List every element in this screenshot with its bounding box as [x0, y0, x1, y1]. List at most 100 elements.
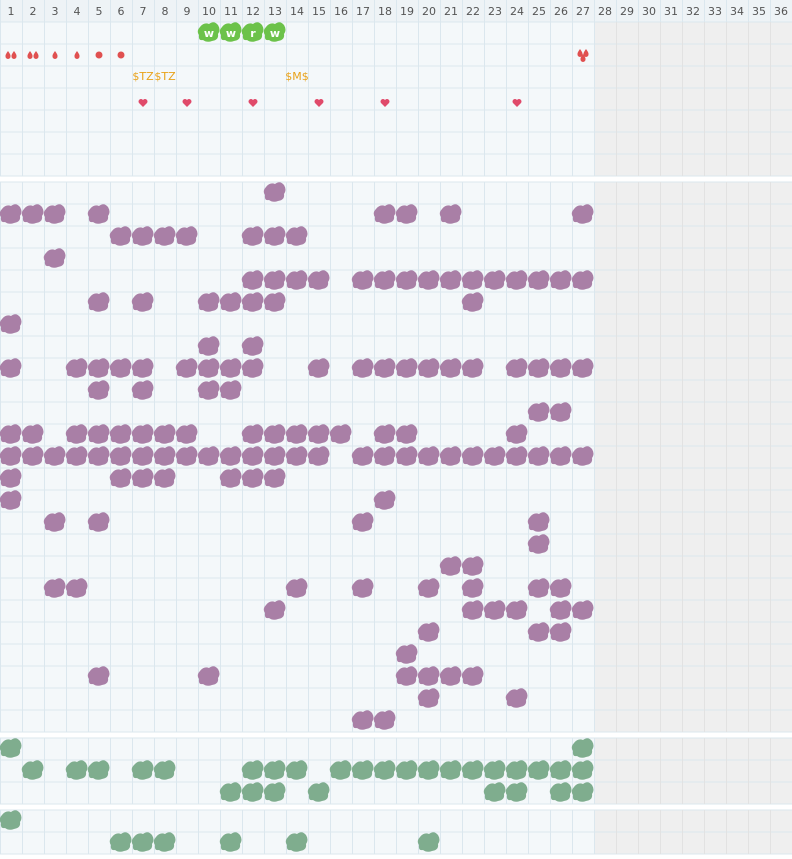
- event-blob: [439, 358, 462, 378]
- event-blob: [175, 424, 198, 444]
- event-blob: [571, 738, 594, 758]
- event-blob: [197, 358, 220, 378]
- drop-icon: [11, 51, 17, 59]
- event-blob: [527, 512, 550, 532]
- event-blob: [0, 468, 22, 488]
- day-number: 6: [118, 5, 125, 18]
- event-blob: [373, 760, 396, 780]
- heart-icon: [248, 99, 258, 107]
- event-blob: [197, 446, 220, 466]
- event-blob: [549, 760, 572, 780]
- event-blob: [549, 600, 572, 620]
- event-blob: [461, 760, 484, 780]
- event-blob: [87, 358, 110, 378]
- heart-icon: [314, 99, 324, 107]
- event-blob: [417, 446, 440, 466]
- tag-label: $M$: [285, 70, 309, 83]
- event-blob: [461, 292, 484, 312]
- event-blob: [65, 424, 88, 444]
- event-blob: [527, 622, 550, 642]
- badge-bg: [263, 22, 286, 42]
- event-blob: [417, 358, 440, 378]
- event-blob: [505, 358, 528, 378]
- event-blob: [461, 556, 484, 576]
- event-blob: [87, 380, 110, 400]
- event-blob: [197, 336, 220, 356]
- event-blob: [351, 760, 374, 780]
- event-blob: [131, 446, 154, 466]
- event-blob: [87, 292, 110, 312]
- day-number: 26: [554, 5, 568, 18]
- event-blob: [219, 468, 242, 488]
- event-blob: [285, 446, 308, 466]
- day-number: 23: [488, 5, 502, 18]
- event-blob: [527, 402, 550, 422]
- event-blob: [373, 204, 396, 224]
- event-blob: [241, 292, 264, 312]
- event-blob: [307, 270, 330, 290]
- tag-label: $TZ: [154, 70, 176, 83]
- event-blob: [395, 270, 418, 290]
- event-blob: [0, 446, 22, 466]
- day-number: 11: [224, 5, 238, 18]
- event-blob: [505, 782, 528, 802]
- event-blob: [0, 358, 22, 378]
- event-blob: [109, 226, 132, 246]
- event-blob: [417, 832, 440, 852]
- event-blob: [263, 270, 286, 290]
- event-blob: [571, 358, 594, 378]
- event-blob: [351, 358, 374, 378]
- day-number: 3: [52, 5, 59, 18]
- day-number: 1: [8, 5, 15, 18]
- event-blob: [505, 424, 528, 444]
- day-number: 2: [30, 5, 37, 18]
- day-number: 25: [532, 5, 546, 18]
- event-blob: [241, 358, 264, 378]
- drop-icon: [27, 51, 33, 59]
- event-blob: [43, 446, 66, 466]
- event-blob: [417, 622, 440, 642]
- event-blob: [307, 782, 330, 802]
- event-blob: [87, 204, 110, 224]
- event-blob: [109, 424, 132, 444]
- event-blob: [21, 204, 44, 224]
- event-blob: [263, 468, 286, 488]
- drop-icon: [583, 49, 589, 58]
- event-blob: [21, 760, 44, 780]
- drop-icon: [74, 51, 80, 59]
- event-blob: [43, 578, 66, 598]
- event-blob: [351, 578, 374, 598]
- event-blob: [153, 424, 176, 444]
- event-blob: [571, 600, 594, 620]
- event-blob: [285, 832, 308, 852]
- event-blob: [131, 424, 154, 444]
- day-number: 18: [378, 5, 392, 18]
- event-blob: [219, 380, 242, 400]
- event-blob: [219, 292, 242, 312]
- event-blob: [373, 270, 396, 290]
- event-blob: [329, 760, 352, 780]
- event-blob: [549, 782, 572, 802]
- event-blob: [417, 666, 440, 686]
- event-blob: [197, 292, 220, 312]
- event-blob: [153, 832, 176, 852]
- event-blob: [153, 760, 176, 780]
- event-blob: [197, 666, 220, 686]
- event-blob: [373, 424, 396, 444]
- event-blob: [175, 446, 198, 466]
- event-blob: [131, 380, 154, 400]
- dot-icon: [117, 51, 125, 59]
- badge-label: r: [250, 27, 256, 40]
- event-blob: [87, 512, 110, 532]
- event-blob: [461, 578, 484, 598]
- event-blob: [219, 832, 242, 852]
- event-blob: [241, 336, 264, 356]
- event-blob: [175, 358, 198, 378]
- inactive-bg: [594, 182, 792, 732]
- event-blob: [571, 270, 594, 290]
- event-blob: [65, 760, 88, 780]
- event-blob: [21, 446, 44, 466]
- day-number: 15: [312, 5, 326, 18]
- event-blob: [241, 226, 264, 246]
- event-blob: [87, 760, 110, 780]
